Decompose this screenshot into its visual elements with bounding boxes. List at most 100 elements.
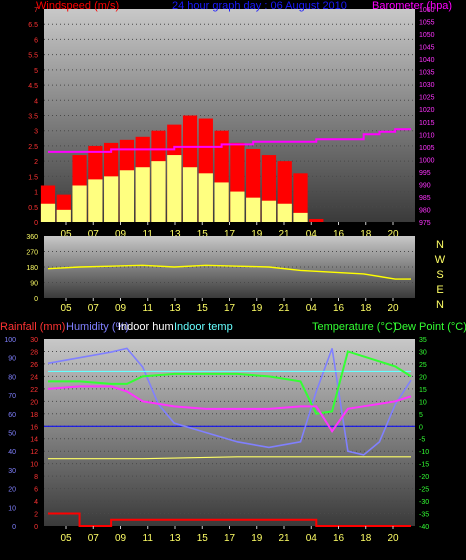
rainfall-tick: 28 <box>30 349 38 356</box>
x-tick-label: 13 <box>169 303 181 314</box>
humidity-tick: 40 <box>8 449 16 456</box>
x-tick-label: 17 <box>224 533 236 544</box>
rainfall-tick: 6 <box>34 487 38 494</box>
rainfall-tick: 20 <box>30 399 38 406</box>
x-tick-label: 16 <box>333 229 345 240</box>
temperature-tick: 5 <box>419 412 423 419</box>
x-tick-label: 04 <box>306 303 318 314</box>
legend-rainfall: Rainfall (mm) <box>0 321 65 333</box>
barometer-tick: 990 <box>419 182 431 189</box>
x-tick-label: 17 <box>224 303 236 314</box>
x-tick-label: 20 <box>387 229 399 240</box>
windspeed-axis-label: Windspeed (m/s) <box>36 0 119 12</box>
rainfall-tick: 30 <box>30 337 38 344</box>
humidity-tick: 70 <box>8 393 16 400</box>
x-tick-label: 05 <box>60 229 72 240</box>
rainfall-tick: 18 <box>30 412 38 419</box>
x-tick-label: 18 <box>360 533 372 544</box>
x-tick-label: 04 <box>306 229 318 240</box>
direction-x-axis-ticks: 05 07 09 11 13 15 17 19 21 04 16 18 20 <box>60 298 399 314</box>
temperature-tick: 30 <box>419 349 427 356</box>
humidity-tick: 80 <box>8 374 16 381</box>
wind-direction-line <box>47 264 411 280</box>
temperature-tick: 20 <box>419 374 427 381</box>
barometer-tick: 1025 <box>419 95 435 102</box>
humidity-tick: 10 <box>8 505 16 512</box>
temperature-tick: -5 <box>419 437 425 444</box>
x-tick-label: 11 <box>143 303 154 314</box>
direction-tick: 90 <box>30 281 38 288</box>
chart-title: 24 hour graph day : 06 August 2010 <box>172 0 347 12</box>
gust-bar <box>198 173 213 222</box>
x-tick-label: 05 <box>60 303 72 314</box>
rainfall-tick: 12 <box>30 449 38 456</box>
x-tick-label: 11 <box>143 229 154 240</box>
temperature-plot-area <box>44 339 415 526</box>
temperature-tick: -10 <box>419 449 429 456</box>
compass-letter: S <box>436 269 443 281</box>
wind-x-axis-ticks: 05 07 09 11 13 15 17 19 21 04 16 18 20 <box>60 222 399 240</box>
direction-tick: 270 <box>26 250 38 257</box>
x-tick-label: 19 <box>251 303 263 314</box>
x-tick-label: 15 <box>197 303 209 314</box>
temperature-axis-ticks: -40 -35 -30 -25 -20 -15 -10 -5 0 5 10 15 20 25 30 35 <box>419 337 429 531</box>
rainfall-tick: 26 <box>30 362 38 369</box>
gust-bar <box>230 191 245 222</box>
x-tick-label: 09 <box>115 533 127 544</box>
x-tick-label: 15 <box>197 533 209 544</box>
temperature-line <box>48 350 412 415</box>
windspeed-tick: 4.5 <box>28 83 38 90</box>
barometer-tick: 980 <box>419 207 431 214</box>
dewpoint-line <box>47 385 412 434</box>
x-tick-label: 05 <box>60 533 72 544</box>
temperature-tick: 10 <box>419 399 427 406</box>
temperature-tick: -15 <box>419 462 429 469</box>
temperature-tick: 25 <box>419 362 427 369</box>
x-tick-label: 13 <box>169 533 181 544</box>
direction-tick: 180 <box>26 265 38 272</box>
gust-bar <box>56 209 71 222</box>
x-tick-label: 21 <box>278 229 290 240</box>
rainfall-tick: 0 <box>34 524 38 531</box>
rainfall-tick: 2 <box>34 512 38 519</box>
x-tick-label: 07 <box>88 303 100 314</box>
x-tick-label: 09 <box>115 303 127 314</box>
x-tick-label: 19 <box>251 229 263 240</box>
barometer-tick: 1000 <box>419 157 435 164</box>
compass-letter: N <box>436 239 444 251</box>
gust-bar <box>182 167 198 222</box>
gust-bar <box>246 197 261 222</box>
barometer-axis-ticks: 975 980 985 990 995 1000 1005 1010 1015 1020 1025 1… <box>419 7 435 227</box>
windspeed-bar <box>309 218 324 222</box>
barometer-tick: 1030 <box>419 82 435 89</box>
gust-bar <box>119 170 135 222</box>
windspeed-tick: 7 <box>34 7 38 14</box>
x-tick-label: 16 <box>333 303 345 314</box>
gust-bar <box>72 185 87 222</box>
x-tick-label: 04 <box>306 533 318 544</box>
barometer-tick: 1010 <box>419 132 435 139</box>
windspeed-tick: 4 <box>34 98 38 105</box>
gust-bar <box>277 203 292 222</box>
humidity-axis-ticks: 0 10 20 30 40 50 60 70 80 90 100 <box>4 337 16 531</box>
temperature-tick: 15 <box>419 387 427 394</box>
gust-bar <box>167 155 182 222</box>
temperature-series <box>44 347 415 527</box>
rainfall-tick: 16 <box>30 424 38 431</box>
windspeed-tick: 2 <box>34 159 38 166</box>
legend-temperature: Temperature (°C) <box>312 321 396 333</box>
gust-bar <box>151 161 166 222</box>
rainfall-tick: 22 <box>30 387 38 394</box>
windspeed-tick: 6 <box>34 37 38 44</box>
humidity-tick: 50 <box>8 431 16 438</box>
x-tick-label: 21 <box>278 533 290 544</box>
gust-bar <box>293 212 308 222</box>
barometer-tick: 1045 <box>419 45 435 52</box>
windspeed-tick: 3.5 <box>28 114 38 121</box>
barometer-tick: 1020 <box>419 107 435 114</box>
temperature-tick: -20 <box>419 474 429 481</box>
